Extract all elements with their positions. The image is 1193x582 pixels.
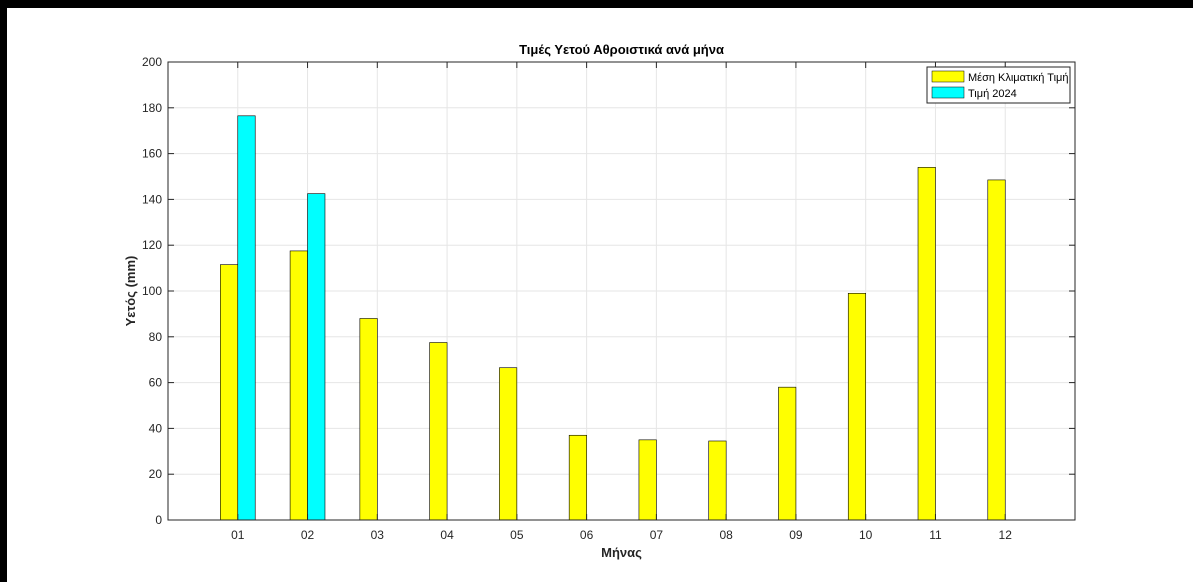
bar-2024-01 — [237, 115, 256, 521]
x-tick-label: 11 — [929, 528, 942, 542]
y-tick-label: 20 — [149, 467, 163, 481]
bar-climate-05 — [499, 367, 518, 521]
y-tick-label: 0 — [155, 513, 162, 527]
y-tick-label: 140 — [142, 192, 162, 206]
axis-ticks: 0 20 40 60 80 100 120 140 160 180 200 01 02 03 04 05 06 0… — [142, 55, 1075, 542]
legend: Μέση Κλιματική Τιμή Τιμή 2024 — [926, 66, 1071, 104]
y-axis-title: Υετός (mm) — [123, 256, 138, 327]
legend-label-climate: Μέση Κλιματική Τιμή — [968, 72, 1068, 84]
bar-climate-10 — [847, 292, 866, 521]
y-tick-label: 100 — [142, 284, 162, 298]
y-tick-label: 80 — [149, 330, 163, 344]
x-tick-label: 10 — [859, 528, 873, 542]
bar-climate-04 — [429, 342, 448, 521]
bars — [220, 115, 1006, 521]
y-tick-label: 120 — [142, 238, 162, 252]
x-tick-label: 12 — [999, 528, 1013, 542]
bar-climate-07 — [638, 439, 657, 521]
x-tick-label: 01 — [231, 528, 245, 542]
bar-climate-02 — [289, 250, 308, 521]
legend-swatch-2024 — [931, 86, 965, 99]
bar-climate-09 — [778, 386, 797, 521]
legend-swatch-climate — [931, 70, 965, 83]
bar-climate-01 — [220, 264, 239, 521]
x-tick-label: 02 — [301, 528, 315, 542]
x-tick-label: 07 — [650, 528, 664, 542]
bar-chart: 0 20 40 60 80 100 120 140 160 180 200 01 02 03 04 05 06 0… — [123, 42, 1076, 560]
bar-climate-12 — [987, 179, 1006, 521]
x-tick-label: 03 — [371, 528, 385, 542]
x-tick-label: 05 — [510, 528, 524, 542]
chart-title: Τιμές Υετού Αθροιστικά ανά μήνα — [519, 42, 724, 57]
bar-climate-03 — [359, 318, 378, 521]
bar-climate-11 — [917, 167, 936, 521]
legend-label-2024: Τιμή 2024 — [968, 88, 1017, 100]
x-tick-label: 08 — [719, 528, 733, 542]
x-axis-title: Μήνας — [601, 545, 642, 560]
x-tick-label: 04 — [440, 528, 454, 542]
y-tick-label: 180 — [142, 101, 162, 115]
bar-2024-02 — [307, 193, 326, 521]
bar-climate-08 — [708, 440, 727, 521]
x-tick-label: 06 — [580, 528, 594, 542]
bar-climate-06 — [568, 434, 587, 521]
y-tick-label: 40 — [149, 421, 163, 435]
y-tick-label: 200 — [142, 55, 162, 69]
x-tick-label: 09 — [789, 528, 803, 542]
y-tick-label: 160 — [142, 147, 162, 161]
figure-canvas: 0 20 40 60 80 100 120 140 160 180 200 01 02 03 04 05 06 0… — [7, 8, 1193, 582]
y-tick-label: 60 — [149, 376, 163, 390]
